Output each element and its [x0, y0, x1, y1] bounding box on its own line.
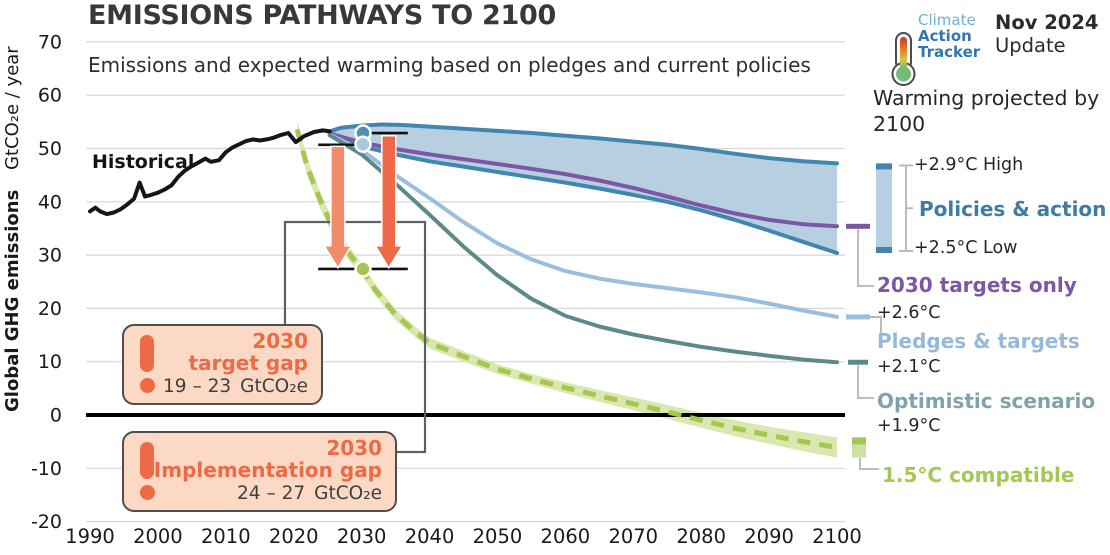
y-tick-30: 30	[38, 245, 62, 267]
exclamation-bar	[140, 335, 154, 372]
series-historical	[88, 128, 332, 217]
target-gap-range: 19 – 23 GtCO₂e	[163, 374, 308, 399]
y-tick-0: 0	[50, 405, 62, 427]
legend-pledges-marker	[846, 314, 870, 320]
legend-optimistic-scenario: Optimistic scenario	[877, 389, 1096, 413]
historical-label: Historical	[92, 151, 195, 173]
logo-line-tracker: Tracker	[918, 43, 981, 61]
legend-pledges-connector	[870, 316, 882, 337]
legend-policies-bar-low-cap	[876, 246, 892, 253]
target-gap-range-value: 19 – 23	[163, 376, 232, 397]
implementation-gap-range-value: 24 – 27	[237, 483, 306, 504]
y-axis-label-main: Global GHG emissions	[2, 189, 23, 412]
y-axis-label: Global GHG emissions GtCO₂e / year	[2, 28, 28, 412]
y-tick--10: -10	[31, 458, 62, 480]
legend-high-label: +2.9°C High	[914, 155, 1024, 175]
target-gap-label: target gap	[188, 351, 308, 375]
legend-2030-targets-marker	[846, 223, 870, 229]
series-pledges	[327, 132, 839, 319]
logo-line-climate: Climate	[918, 11, 976, 29]
release-update: Update	[995, 34, 1066, 57]
gap-arrow-1	[373, 134, 404, 270]
implementation-gap-range: 24 – 27 GtCO₂e	[154, 481, 382, 506]
y-tick-10: 10	[38, 351, 62, 373]
legend-policies-bar-high-cap	[876, 163, 892, 170]
series-targets2030	[327, 131, 839, 229]
target-gap-text: 2030 target gap 19 – 23 GtCO₂e	[163, 330, 308, 399]
legend-optimistic-connector	[857, 365, 874, 399]
exclamation-icon	[140, 442, 155, 500]
x-tick-2020: 2020	[269, 525, 319, 548]
marker-dot-2	[354, 260, 372, 278]
y-tick-20: 20	[38, 298, 62, 320]
legend-2030-targets-temp: +2.6°C	[877, 303, 941, 323]
exclamation-dot	[140, 378, 155, 393]
x-tick-2080: 2080	[676, 525, 726, 548]
y-tick-50: 50	[38, 138, 62, 160]
x-tick-2070: 2070	[608, 525, 658, 548]
x-tick-2010: 2010	[201, 525, 251, 548]
exclamation-bar	[140, 442, 154, 479]
legend-15c-compatible: 1.5°C compatible	[882, 463, 1075, 487]
implementation-gap-label: Implementation gap	[153, 458, 382, 482]
exclamation-icon	[140, 335, 155, 393]
band-policies-action	[329, 124, 837, 253]
x-tick-2050: 2050	[473, 525, 523, 548]
y-tick-70: 70	[38, 31, 62, 53]
gap-box-connector	[283, 220, 427, 454]
x-tick-2030: 2030	[337, 525, 387, 548]
release-month: Nov 2024	[995, 11, 1099, 34]
implementation-gap-box: 2030 Implementation gap 24 – 27 GtCO₂e	[122, 431, 397, 512]
logo-line-action: Action	[918, 27, 972, 45]
x-tick-2000: 2000	[133, 525, 183, 548]
legend-heading: Warming projected by 2100	[873, 86, 1100, 136]
page-title: EMISSIONS PATHWAYS TO 2100	[88, 0, 556, 31]
thermometer-icon	[891, 32, 916, 86]
target-gap-unit: GtCO₂e	[240, 376, 308, 397]
release-date: Nov 2024 Update	[995, 11, 1099, 57]
series-optimistic	[327, 133, 839, 365]
y-axis-label-unit: GtCO₂e / year	[2, 46, 23, 170]
x-tick-2100: 2100	[812, 525, 862, 548]
chart-subtitle: Emissions and expected warming based on …	[88, 53, 811, 77]
legend-policies-bar	[876, 163, 892, 253]
x-tick-1990: 1990	[65, 525, 115, 548]
legend-low-label: +2.5°C Low	[914, 238, 1018, 258]
legend-pledges-temp: +2.1°C	[877, 357, 941, 377]
implementation-gap-unit: GtCO₂e	[314, 483, 382, 504]
marker-dot-1	[354, 135, 372, 153]
gap-arrow-0	[323, 145, 353, 270]
legend-optimistic-temp: +1.9°C	[877, 416, 941, 436]
implementation-gap-year: 2030	[326, 436, 382, 460]
x-tick-2060: 2060	[541, 525, 591, 548]
legend-2030-targets: 2030 targets only	[877, 273, 1077, 297]
legend-policies-action: Policies & action	[919, 197, 1107, 221]
legend-pledges-targets: Pledges & targets	[877, 329, 1080, 353]
target-gap-year: 2030	[252, 329, 308, 353]
implementation-gap-text: 2030 Implementation gap 24 – 27 GtCO₂e	[154, 437, 382, 506]
y-tick-40: 40	[38, 191, 62, 213]
cat-logo-text: Climate Action Tracker	[918, 12, 980, 60]
series-policies-high	[327, 122, 839, 166]
x-tick-2090: 2090	[744, 525, 794, 548]
x-tick-2040: 2040	[405, 525, 455, 548]
legend-15c-marker-cap	[852, 437, 866, 445]
target-gap-box: 2030 target gap 19 – 23 GtCO₂e	[122, 324, 323, 405]
legend-15c-connector	[859, 457, 879, 470]
exclamation-dot	[140, 485, 155, 500]
legend-optimistic-marker	[848, 359, 868, 365]
y-tick-60: 60	[38, 85, 62, 107]
y-tick--20: -20	[31, 511, 62, 533]
legend-2030-targets-connector	[857, 229, 874, 287]
